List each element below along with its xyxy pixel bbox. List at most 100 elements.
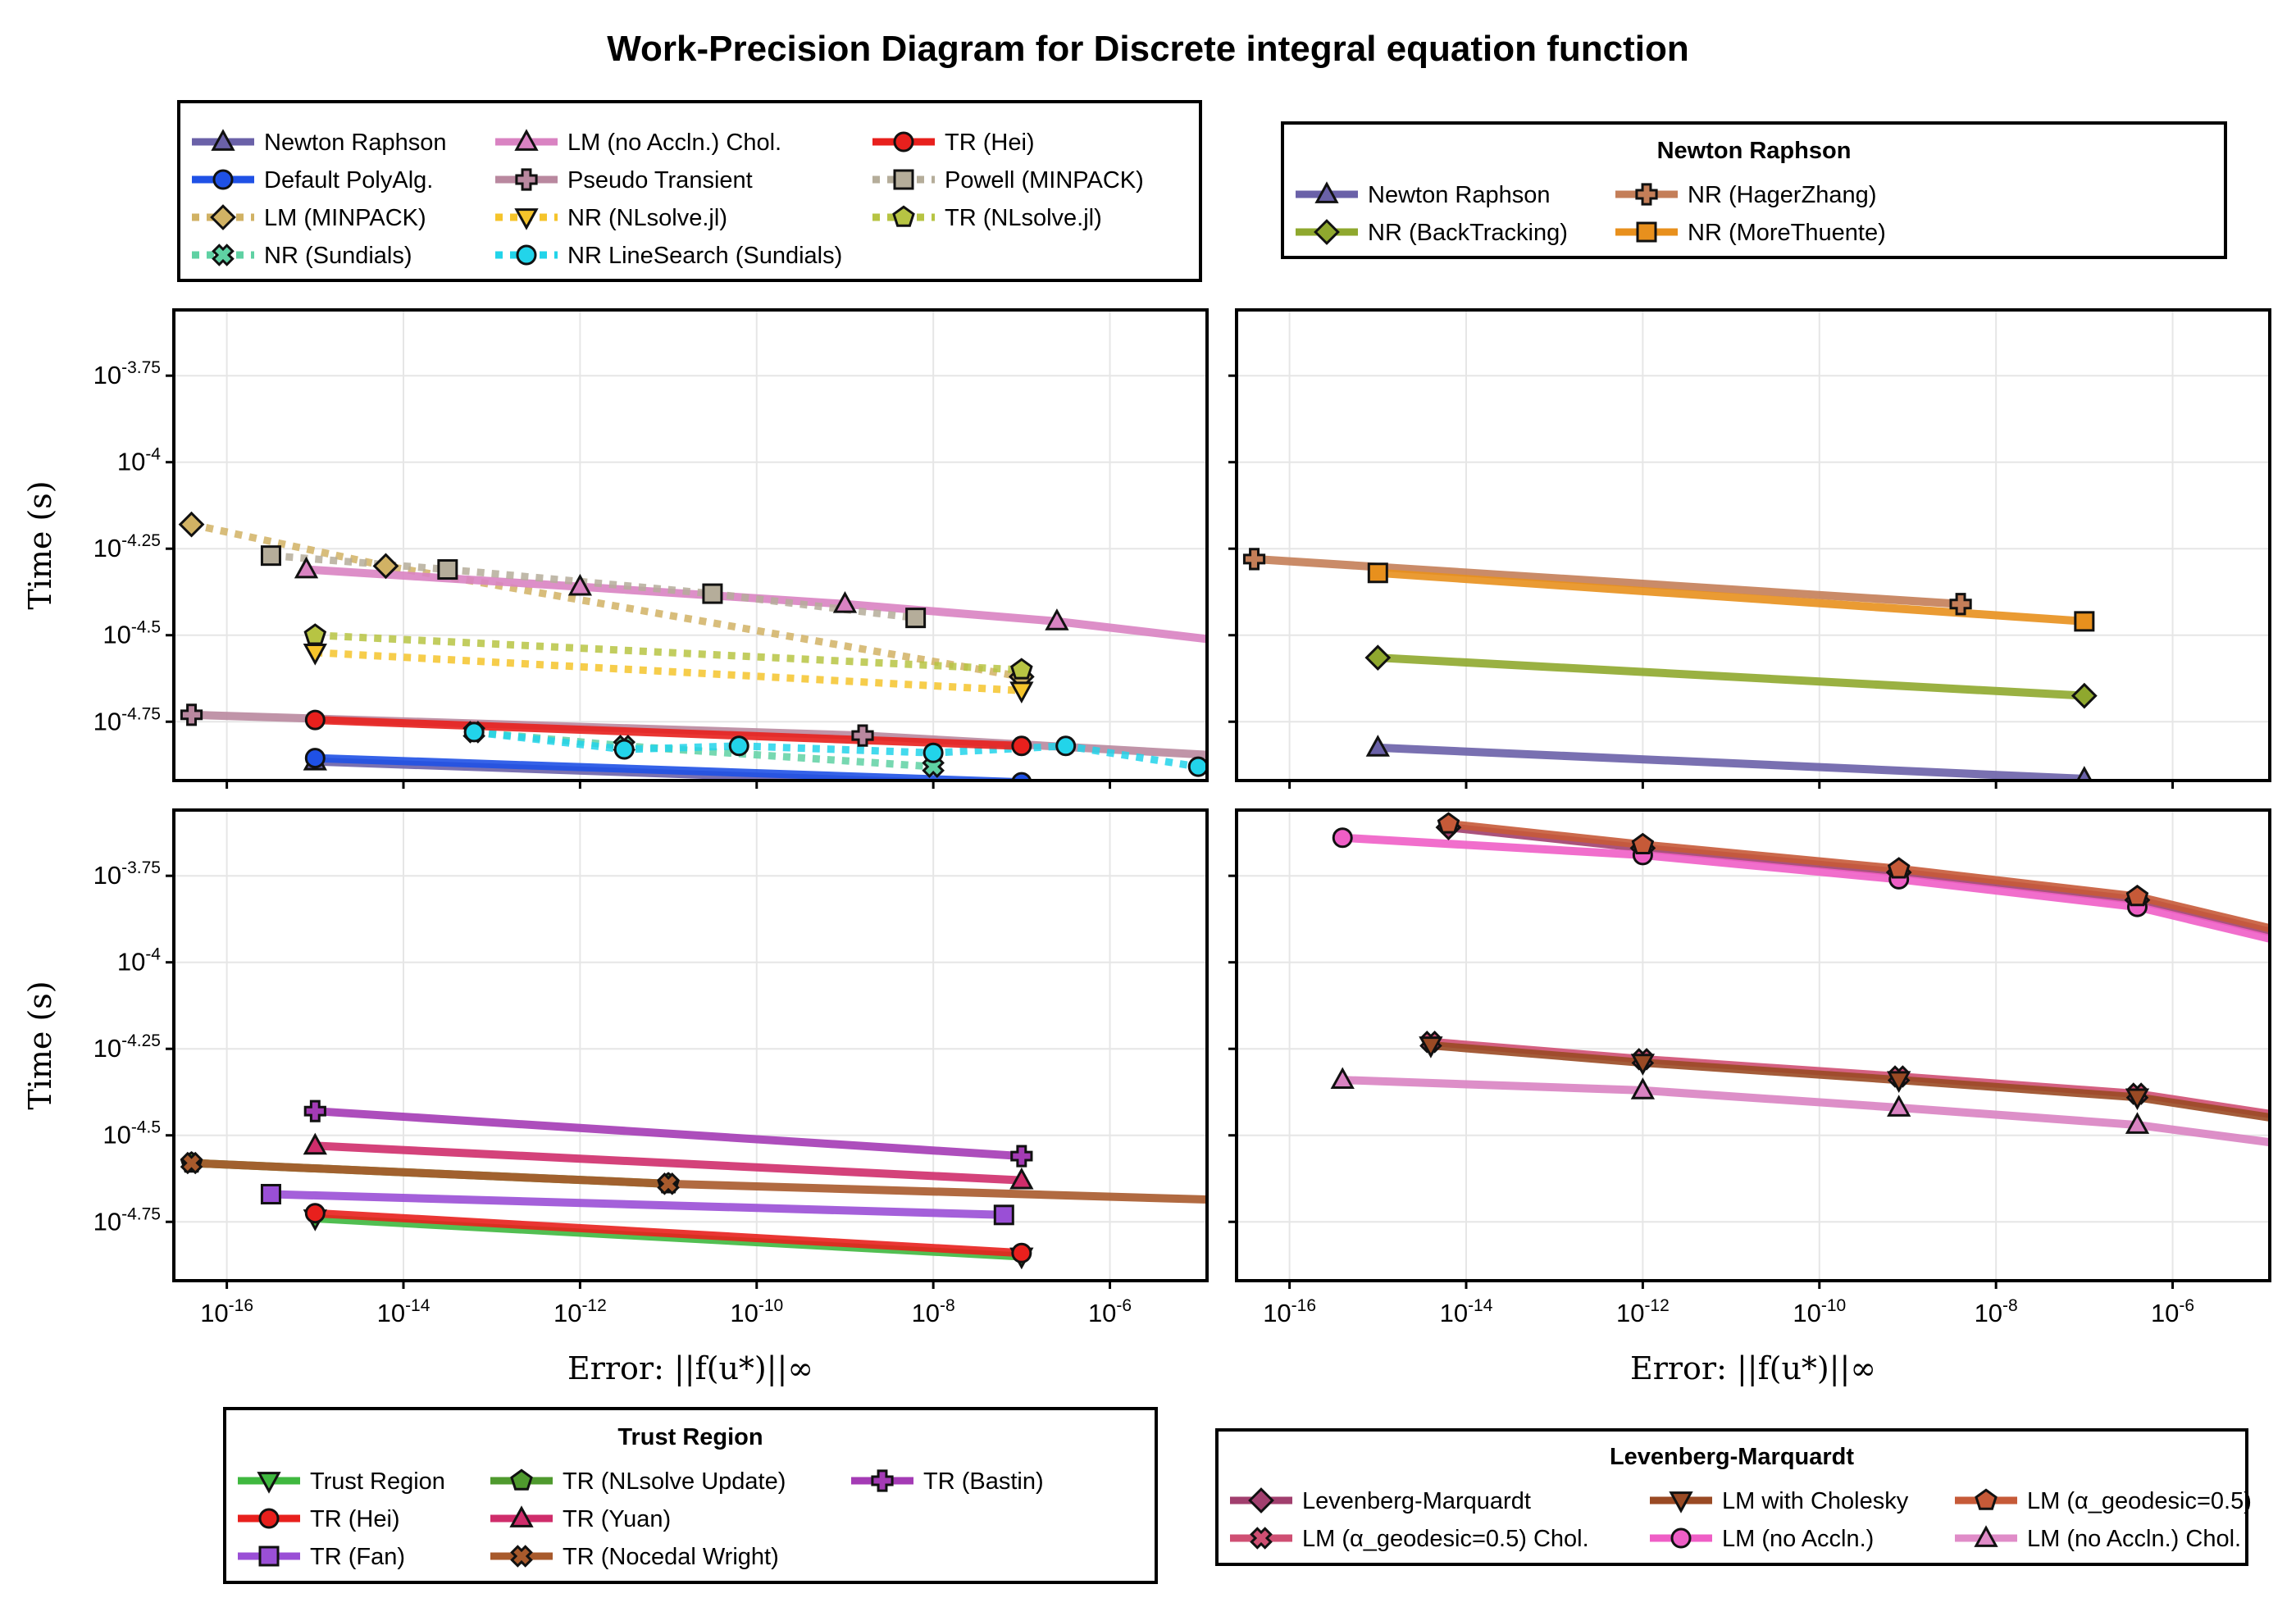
legend-marker: [515, 168, 538, 191]
legend-marker: [510, 1468, 533, 1491]
grid: [1237, 810, 2270, 1281]
legend-item: NR (NLsolve.jl): [495, 205, 727, 231]
panel-bottom-right: [1228, 808, 2296, 1289]
y-tick-label: 10-4.75: [93, 704, 161, 735]
legend-marker: [1635, 183, 1658, 206]
legend-item: TR (Hei): [238, 1506, 400, 1532]
data-point: [303, 1132, 327, 1155]
series-line: [315, 1209, 1023, 1258]
data-point: [1630, 1054, 1656, 1076]
legend-item: TR (NLsolve Update): [490, 1468, 786, 1495]
legend-marker: [212, 169, 234, 190]
series-group: [178, 511, 1207, 781]
series-line: [315, 1141, 1023, 1185]
data-point: [178, 511, 205, 538]
data-point: [1365, 735, 1390, 757]
data-point: [922, 742, 944, 763]
legend-marker: [514, 129, 539, 151]
data-point: [1011, 1242, 1032, 1263]
legend-label: NR (NLsolve.jl): [567, 205, 727, 231]
data-point: [2287, 936, 2296, 954]
legend-label: LM (no Accln.) Chol.: [2027, 1526, 2241, 1552]
data-point: [1630, 1077, 1656, 1099]
axes-text: 10-3.75 10-4 10-4.25 10-4.5 10-4.75 Time (s) 1…: [22, 358, 2194, 1386]
data-point: [1419, 1036, 1443, 1058]
y-tick-label: 10-4.25: [93, 531, 161, 562]
data-point: [180, 1151, 203, 1175]
legend-label: LM (α_geodesic=0.5) Chol.: [1302, 1526, 1589, 1552]
series-group: [180, 1099, 1207, 1270]
legend-item: TR (NLsolve.jl): [872, 205, 1102, 231]
legends: Newton Raphson Default PolyAlg. LM (MINPAC…: [177, 100, 2252, 1584]
legend-frame: [1281, 121, 2227, 259]
data-point: [702, 583, 723, 604]
legend-label: NR (HagerZhang): [1688, 182, 1876, 208]
panel-top-left: [166, 308, 1209, 789]
legend-item: TR (Hei): [872, 130, 1035, 156]
data-point: [1011, 772, 1032, 781]
legend-marker: [1250, 1527, 1273, 1550]
x-tick-label: 10-12: [1616, 1296, 1670, 1327]
legend-label: TR (Hei): [945, 130, 1035, 156]
panel-frame: [1235, 308, 2271, 782]
legend-marker: [893, 131, 914, 153]
data-point: [832, 590, 858, 613]
legend-label: NR (BackTracking): [1368, 220, 1568, 246]
legend-label: TR (NLsolve Update): [563, 1468, 786, 1495]
legend-label: LM (α_geodesic=0.5): [2027, 1488, 2252, 1514]
legend-marker: [1314, 219, 1340, 245]
legend-item: Trust Region: [238, 1468, 445, 1495]
data-point: [2125, 1088, 2150, 1111]
y-tick-label: 10-4: [117, 945, 161, 976]
legend-label: TR (Fan): [310, 1544, 405, 1570]
legend-marker: [1636, 221, 1657, 243]
legend-frame: [177, 100, 1202, 282]
panel-frame: [172, 808, 1209, 1282]
data-point: [1330, 1067, 1355, 1090]
x-tick-label: 10-10: [1793, 1296, 1846, 1327]
legend-item: LM (no Accln.) Chol.: [495, 129, 781, 156]
series-line: [315, 649, 1023, 694]
legend-item: Newton Raphson: [192, 129, 446, 156]
legend-marker: [258, 1508, 280, 1529]
data-point: [1887, 1071, 1911, 1093]
legend-marker: [516, 244, 537, 266]
legend-item: NR (MoreThuente): [1615, 220, 1886, 246]
grid: [174, 310, 1207, 781]
data-point: [1631, 832, 1655, 854]
data-point: [613, 739, 635, 760]
data-point: [1332, 827, 1353, 849]
y-tick-label: 10-4.5: [102, 618, 161, 649]
legend-general: Newton Raphson Default PolyAlg. LM (MINPAC…: [177, 100, 1202, 282]
data-point: [2286, 924, 2296, 943]
x-tick-label: 10-14: [1440, 1296, 1493, 1327]
data-point: [1367, 562, 1388, 584]
data-point: [1010, 1145, 1033, 1168]
legend-marker: [257, 1472, 281, 1494]
legend-marker: [210, 204, 236, 230]
legend-label: NR LineSearch (Sundials): [567, 243, 842, 269]
data-point: [304, 1203, 326, 1224]
data-point: [1055, 735, 1077, 757]
series-group: [1330, 812, 2296, 1147]
legend-item: LM (α_geodesic=0.5): [1955, 1488, 2252, 1514]
x-tick-label: 10-10: [730, 1296, 783, 1327]
data-point: [1187, 756, 1207, 777]
panel-bottom-left: [166, 808, 1209, 1289]
legend-label: LM (no Accln.): [1722, 1526, 1874, 1552]
legend-marker: [258, 1546, 280, 1567]
data-point: [1887, 1095, 1911, 1117]
x-tick-label: 10-12: [554, 1296, 607, 1327]
y-tick-label: 10-4.25: [93, 1031, 161, 1063]
legend-item: LM (no Accln.): [1650, 1526, 1874, 1552]
data-point: [463, 722, 485, 743]
legend-item: LM with Cholesky: [1650, 1488, 1909, 1514]
data-point: [2125, 885, 2149, 907]
data-point: [2285, 926, 2296, 949]
data-point: [303, 1099, 326, 1122]
data-point: [2074, 611, 2095, 632]
legend-marker: [509, 1505, 534, 1527]
x-tick-label: 10-16: [1263, 1296, 1316, 1327]
panel-frame: [1235, 808, 2271, 1282]
figure-title: Work-Precision Diagram for Discrete inte…: [607, 29, 1688, 69]
